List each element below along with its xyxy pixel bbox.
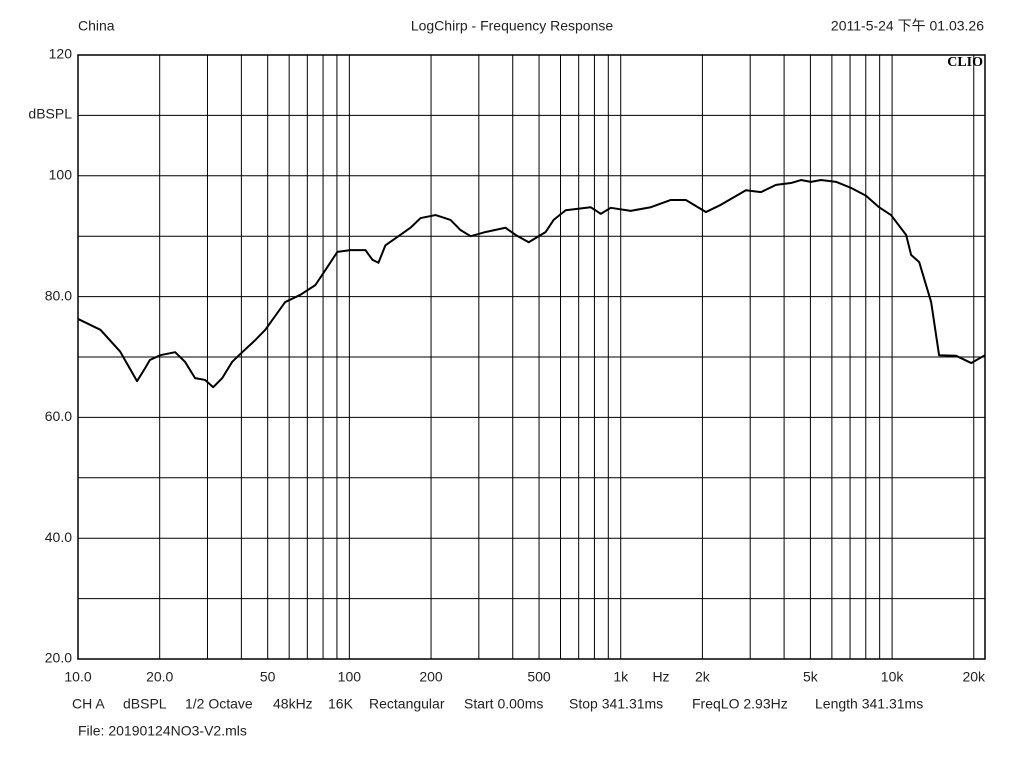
setting-item: CH A (72, 696, 105, 712)
setting-item: FreqLO 2.93Hz (692, 696, 788, 712)
chart-title: LogChirp - Frequency Response (411, 18, 614, 34)
setting-item: Rectangular (369, 696, 445, 712)
header-right: 2011-5-24 下午 01.03.26 (831, 18, 984, 34)
y-tick-label: 80.0 (45, 287, 72, 303)
file-name: File: 20190124NO3-V2.mls (78, 723, 247, 739)
y-tick-label: 120 (49, 46, 73, 62)
x-tick-label: 10k (881, 669, 905, 685)
x-tick-label: 2k (695, 669, 711, 685)
brand: CLIO (947, 55, 983, 70)
header-left: China (78, 18, 115, 34)
plot-border (77, 54, 986, 660)
x-tick-label: 500 (527, 669, 551, 685)
x-axis-label: Hz (652, 669, 669, 685)
response-curve (77, 179, 986, 389)
setting-item: dBSPL (123, 696, 167, 712)
x-tick-label: 100 (338, 669, 362, 685)
x-tick-label: 200 (419, 669, 443, 685)
setting-item: 48kHz (273, 696, 313, 712)
y-tick-label: 60.0 (45, 408, 72, 424)
setting-item: 1/2 Octave (185, 696, 253, 712)
y-tick-label: 20.0 (45, 650, 72, 666)
setting-item: Start 0.00ms (464, 696, 543, 712)
setting-item: Stop 341.31ms (569, 696, 663, 712)
y-tick-label: 100 (49, 167, 73, 183)
x-tick-label: 10.0 (64, 669, 91, 685)
setting-item: Length 341.31ms (815, 696, 923, 712)
y-tick-label: 40.0 (45, 529, 72, 545)
y-axis-label: dBSPL (28, 106, 72, 122)
x-tick-label: 20k (962, 669, 986, 685)
setting-item: 16K (328, 696, 354, 712)
x-tick-label: 1k (613, 669, 629, 685)
x-tick-label: 5k (803, 669, 819, 685)
x-tick-label: 50 (260, 669, 276, 685)
x-tick-label: 20.0 (146, 669, 173, 685)
